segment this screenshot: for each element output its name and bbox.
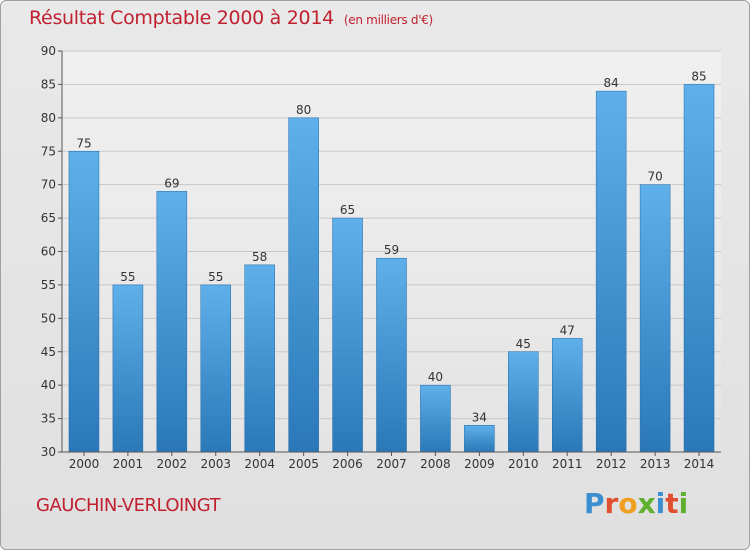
x-axis-ticks: 2000 2001 2002 2003 2004 2005 2006 2007 2008 2009… bbox=[69, 452, 715, 471]
logo-letter: i bbox=[655, 487, 666, 520]
chart-title-text: Résultat Comptable 2000 à 2014 bbox=[29, 7, 334, 29]
city-name: GAUCHIN-VERLOINGT bbox=[36, 495, 221, 516]
x-tick-label-2001: 2001 bbox=[113, 457, 144, 471]
chart-subtitle: (en milliers d'€) bbox=[343, 13, 433, 27]
y-tick-label: 55 bbox=[41, 278, 56, 292]
x-tick-label-2007: 2007 bbox=[376, 457, 407, 471]
data-label-2000: 75 bbox=[76, 136, 91, 150]
data-label-2011: 47 bbox=[560, 323, 575, 337]
data-label-2014: 85 bbox=[691, 69, 706, 83]
bar-2010 bbox=[508, 351, 539, 453]
logo-letter: t bbox=[665, 487, 679, 520]
bars-group bbox=[68, 84, 715, 453]
bar-2002 bbox=[156, 191, 188, 453]
x-tick-label-2012: 2012 bbox=[596, 457, 627, 471]
proxiti-logo: Proxiti bbox=[584, 487, 688, 520]
x-tick-label-2003: 2003 bbox=[200, 457, 231, 471]
bar-2001 bbox=[112, 284, 144, 453]
logo-letter: o bbox=[618, 487, 638, 520]
bar-2011 bbox=[551, 338, 583, 453]
data-label-2012: 84 bbox=[604, 76, 619, 90]
x-tick-label-2005: 2005 bbox=[288, 457, 319, 471]
x-tick-label-2011: 2011 bbox=[552, 457, 583, 471]
bar-2009 bbox=[464, 425, 495, 453]
logo-letter: P bbox=[584, 487, 605, 520]
bar-2014 bbox=[683, 84, 715, 453]
x-tick-label-2009: 2009 bbox=[464, 457, 495, 471]
y-tick-label: 90 bbox=[41, 44, 56, 58]
bar-2012 bbox=[595, 90, 627, 453]
data-label-2008: 40 bbox=[428, 370, 443, 384]
y-tick-label: 60 bbox=[41, 245, 56, 259]
x-tick-label-2006: 2006 bbox=[332, 457, 363, 471]
x-tick-label-2010: 2010 bbox=[508, 457, 539, 471]
bar-2000 bbox=[68, 151, 100, 453]
data-label-2005: 80 bbox=[296, 103, 311, 117]
y-axis-ticks: 30 35 40 45 50 55 60 65 70 75 80 85 90 bbox=[41, 44, 62, 459]
x-tick-label-2014: 2014 bbox=[684, 457, 715, 471]
bar-2004 bbox=[244, 264, 275, 453]
y-tick-label: 35 bbox=[41, 412, 56, 426]
y-tick-label: 50 bbox=[41, 311, 56, 325]
data-labels: 75 55 69 55 58 80 65 59 40 34 45 47 84 70 85 bbox=[76, 69, 706, 424]
x-tick-label-2004: 2004 bbox=[244, 457, 275, 471]
data-label-2010: 45 bbox=[516, 337, 531, 351]
y-tick-label: 70 bbox=[41, 178, 56, 192]
data-label-2003: 55 bbox=[208, 270, 223, 284]
logo-letter: x bbox=[637, 487, 656, 520]
x-tick-label-2002: 2002 bbox=[157, 457, 188, 471]
bar-2008 bbox=[420, 384, 451, 453]
y-tick-label: 80 bbox=[41, 111, 56, 125]
data-label-2013: 70 bbox=[647, 170, 662, 184]
x-tick-label-2000: 2000 bbox=[69, 457, 100, 471]
bar-2005 bbox=[288, 117, 319, 453]
y-tick-label: 45 bbox=[41, 345, 56, 359]
data-label-2004: 58 bbox=[252, 250, 267, 264]
logo-letter: r bbox=[604, 487, 619, 520]
bar-2003 bbox=[200, 284, 232, 453]
x-tick-label-2008: 2008 bbox=[420, 457, 451, 471]
y-tick-label: 75 bbox=[41, 144, 56, 158]
data-label-2001: 55 bbox=[120, 270, 135, 284]
y-tick-label: 65 bbox=[41, 211, 56, 225]
data-label-2002: 69 bbox=[164, 176, 179, 190]
y-tick-label: 40 bbox=[41, 378, 56, 392]
data-label-2009: 34 bbox=[472, 410, 487, 424]
bar-2013 bbox=[639, 184, 671, 453]
data-label-2006: 65 bbox=[340, 203, 355, 217]
chart-title: Résultat Comptable 2000 à 2014 (en millie… bbox=[29, 7, 433, 29]
bar-2007 bbox=[376, 257, 407, 453]
y-tick-label: 85 bbox=[41, 77, 56, 91]
logo-letter: i bbox=[678, 487, 689, 520]
x-tick-label-2013: 2013 bbox=[640, 457, 671, 471]
bar-2006 bbox=[332, 217, 363, 453]
data-label-2007: 59 bbox=[384, 243, 399, 257]
y-tick-label: 30 bbox=[41, 445, 56, 459]
